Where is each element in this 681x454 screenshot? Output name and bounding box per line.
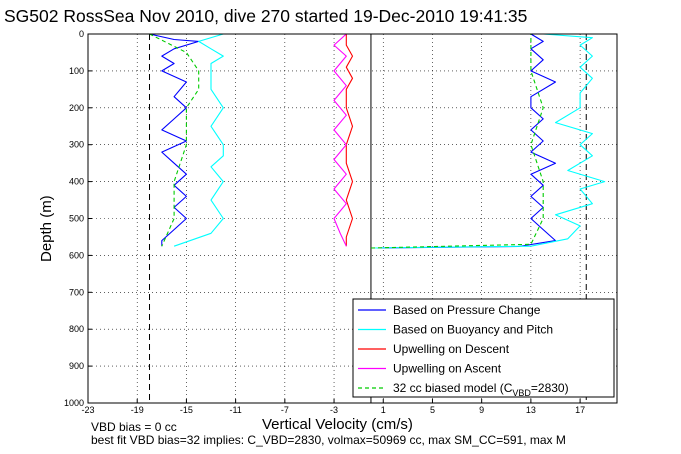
legend-label: Based on Buoyancy and Pitch [393,323,553,337]
x-axis-label: Vertical Velocity (cm/s) [262,416,413,433]
y-tick-label: 500 [69,214,84,224]
y-axis-label: Depth (m) [38,195,55,262]
x-tick-label: -11 [229,405,241,415]
y-tick-label: 100 [69,66,84,76]
footer-line-2: best fit VBD bias=32 implies: C_VBD=2830… [91,433,566,447]
y-tick-label: 800 [69,324,84,334]
y-tick-label: 400 [69,177,84,187]
legend-label: 32 cc biased model (CVBD=2830) [393,381,569,398]
y-tick-label: 700 [69,287,84,297]
x-tick-label: -23 [81,405,94,415]
y-tick-label: 1000 [64,398,84,408]
y-tick-label: 300 [69,140,84,150]
series-line-descent [149,33,200,247]
y-tick-label: 600 [69,250,84,260]
y-tick-label: 200 [69,103,84,113]
series-line-ascent [333,33,347,247]
x-tick-label: 13 [526,405,536,415]
x-tick-label: -19 [131,405,144,415]
legend-label: Upwelling on Ascent [393,362,502,376]
series-layer [149,33,606,249]
series-line-descent [149,33,200,247]
chart-title: SG502 RossSea Nov 2010, dive 270 started… [4,6,528,26]
y-tick-label: 0 [79,29,84,39]
x-tick-label: -3 [330,405,338,415]
series-line-ascent [370,34,544,249]
x-tick-label: -15 [180,405,193,415]
series-line-ascent [377,33,557,249]
footer-line-1: VBD bias = 0 cc [91,420,177,434]
x-tick-label: 5 [430,405,435,415]
x-tick-label: 1 [381,405,386,415]
series-line-descent [345,34,354,247]
x-tick-label: 9 [479,405,484,415]
series-line-ascent [370,33,606,249]
y-tick-label: 900 [69,361,84,371]
x-tick-label: -7 [281,405,289,415]
legend-label: Based on Pressure Change [393,303,541,317]
series-line-descent [173,33,224,247]
legend-label: Upwelling on Descent [393,342,510,356]
legend-box [352,298,615,398]
x-tick-label: 17 [575,405,585,415]
legend: Based on Pressure Change Based on Buoyanc… [352,298,615,398]
axis-ticks: -23 -19 -15 -11 -7 -3 1 5 9 13 17 0 100 200 300 400 500 6… [64,29,585,415]
